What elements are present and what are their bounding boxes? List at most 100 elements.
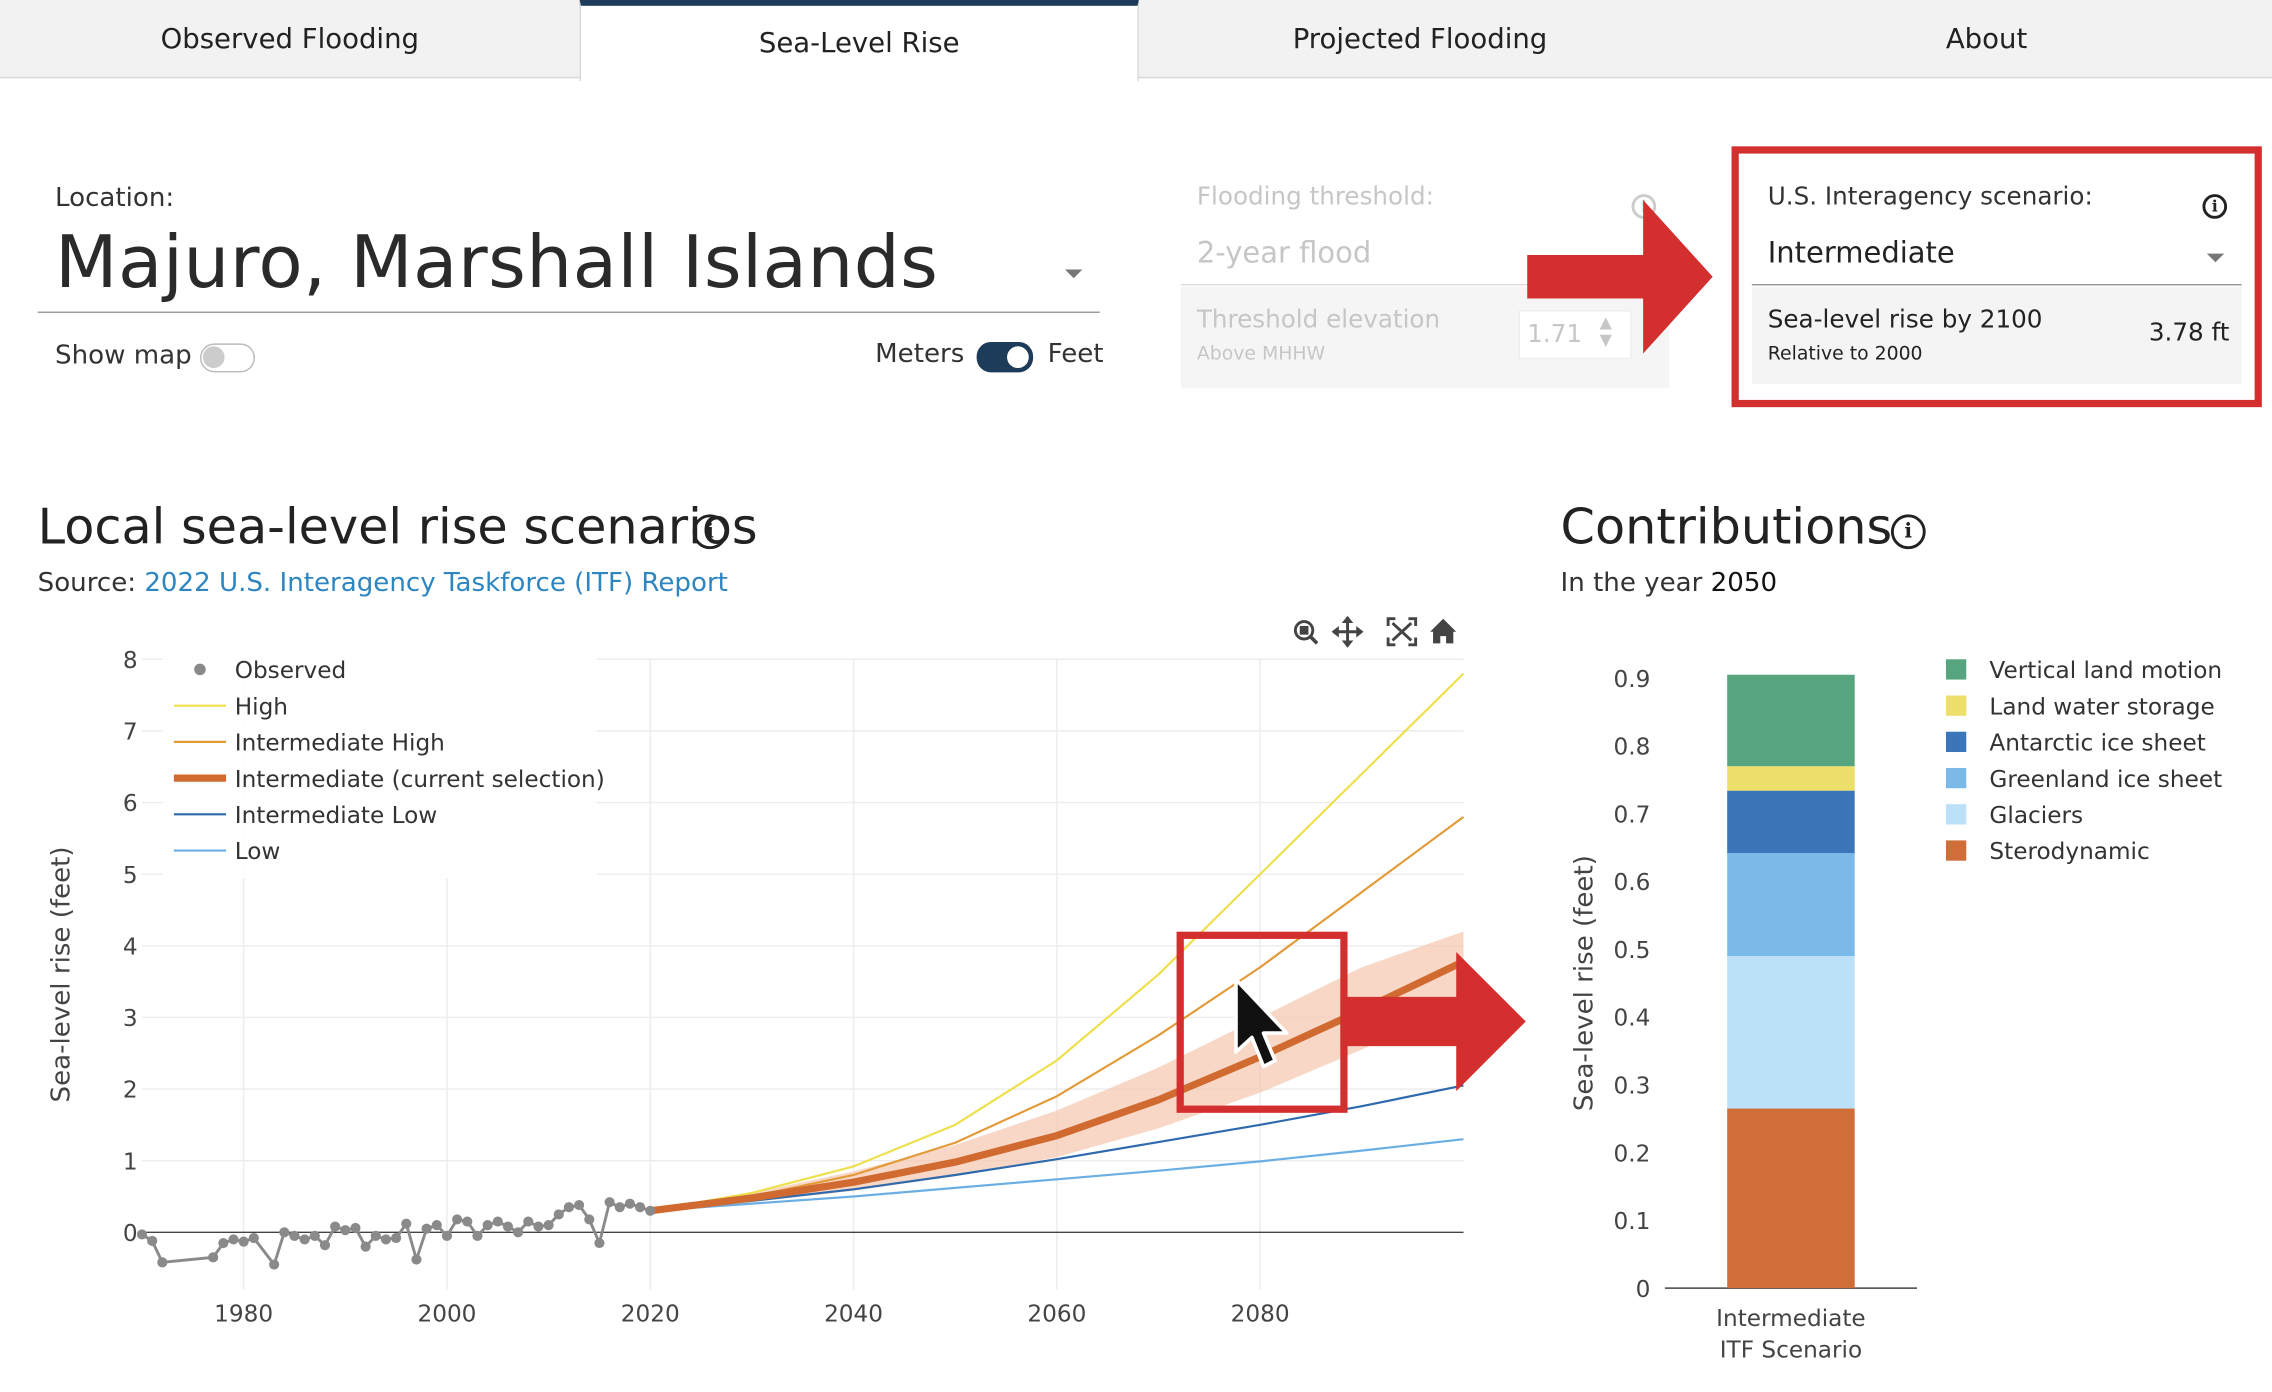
tab-observed-flooding[interactable]: Observed Flooding bbox=[0, 0, 580, 79]
info-icon[interactable]: i bbox=[692, 514, 728, 550]
info-icon[interactable]: i bbox=[1890, 514, 1926, 550]
observed-point bbox=[350, 1222, 361, 1234]
threshold-underline bbox=[1180, 284, 1670, 286]
scenario-label: U.S. Interagency scenario: bbox=[1767, 182, 2093, 212]
show-map-toggle[interactable] bbox=[199, 343, 256, 373]
threshold-elevation-value: 1.71 bbox=[1527, 320, 1583, 350]
observed-point bbox=[228, 1234, 239, 1245]
source-link[interactable]: 2022 U.S. Interagency Taskforce (ITF) Re… bbox=[144, 568, 728, 599]
observed-point bbox=[157, 1257, 168, 1268]
mouse-cursor-icon bbox=[1234, 977, 1289, 1069]
observed-point bbox=[624, 1198, 635, 1209]
bar-segment-glaciers bbox=[1727, 956, 1855, 1109]
y-tick-label: 0 bbox=[1636, 1276, 1651, 1303]
tab-label: Sea-Level Rise bbox=[758, 27, 960, 60]
slr-line-chart[interactable]: 1980 2000 2020 2040 2060 2080 0 1 2 3 4 5 6 7 8 Sea-lev… bbox=[0, 623, 1536, 1362]
y-tick-label: 4 bbox=[123, 933, 138, 960]
observed-point bbox=[492, 1216, 503, 1227]
contributions-year: In the year 2050 bbox=[1561, 568, 1777, 598]
observed-point bbox=[218, 1237, 229, 1249]
tab-bar: Observed Flooding Sea-Level Rise Project… bbox=[0, 0, 2272, 82]
observed-point bbox=[279, 1227, 290, 1238]
show-map-label: Show map bbox=[55, 340, 192, 371]
flooding-threshold-select[interactable]: 2-year flood bbox=[1196, 234, 1372, 270]
tab-label: Projected Flooding bbox=[1292, 22, 1548, 55]
bar-segment-greenland-ice-sheet bbox=[1727, 852, 1855, 957]
legend-swatch bbox=[1945, 767, 1967, 789]
series-line-high bbox=[650, 672, 1465, 1212]
threshold-elevation-label: Threshold elevation bbox=[1196, 305, 1441, 335]
observed-point bbox=[441, 1230, 453, 1241]
uncertainty-band bbox=[650, 931, 1464, 1213]
observed-point bbox=[208, 1252, 219, 1263]
year-prefix: In the year bbox=[1560, 568, 1711, 599]
x-category-label: Intermediate bbox=[1716, 1305, 1866, 1332]
y-tick-label: 8 bbox=[123, 647, 138, 674]
scenario-highlight-box bbox=[1731, 146, 2262, 408]
chevron-down-icon[interactable] bbox=[2206, 253, 2225, 263]
scenario-select[interactable]: Intermediate bbox=[1767, 234, 1955, 270]
y-tick-label: 1 bbox=[123, 1148, 138, 1175]
chevron-down-icon[interactable] bbox=[1065, 269, 1083, 279]
pan-icon[interactable] bbox=[1331, 615, 1364, 648]
zoom-icon[interactable] bbox=[1293, 620, 1319, 645]
legend-swatch bbox=[1945, 731, 1967, 753]
observed-point bbox=[563, 1202, 575, 1213]
info-icon[interactable]: i bbox=[2202, 194, 2228, 219]
home-icon[interactable] bbox=[1430, 618, 1457, 644]
x-tick-label: 1980 bbox=[214, 1300, 273, 1327]
slr-summary-value: 3.78 ft bbox=[2148, 318, 2230, 348]
observed-line bbox=[141, 1200, 651, 1268]
y-tick-label: 0.3 bbox=[1614, 1072, 1651, 1099]
scenario-underline bbox=[1751, 284, 2242, 286]
legend-label: Land water storage bbox=[1989, 693, 2214, 720]
meters-label[interactable]: Meters bbox=[875, 339, 965, 370]
threshold-elevation-input[interactable]: 1.71 ▲ ▼ bbox=[1518, 310, 1632, 360]
observed-point bbox=[380, 1234, 392, 1245]
autoscale-icon[interactable] bbox=[1386, 617, 1418, 647]
slr-summary-panel bbox=[1751, 286, 2242, 384]
slr-source: Source: 2022 U.S. Interagency Taskforce … bbox=[38, 568, 728, 598]
x-tick-label: 2020 bbox=[621, 1300, 680, 1327]
legend-label: Greenland ice sheet bbox=[1989, 766, 2222, 793]
observed-point bbox=[401, 1218, 412, 1229]
slr-chart-title: Local sea-level rise scenarios bbox=[37, 498, 758, 557]
observed-point bbox=[147, 1235, 158, 1246]
tab-about[interactable]: About bbox=[1701, 0, 2272, 79]
tab-sea-level-rise[interactable]: Sea-Level Rise bbox=[579, 0, 1139, 82]
y-tick-label: 0.2 bbox=[1614, 1140, 1651, 1167]
y-axis-label: Sea-level rise (feet) bbox=[47, 846, 77, 1102]
stepper-icon[interactable]: ▲ ▼ bbox=[1599, 312, 1612, 350]
location-select[interactable]: Majuro, Marshall Islands bbox=[55, 220, 939, 305]
observed-point bbox=[370, 1230, 381, 1241]
toggle-knob bbox=[202, 346, 225, 369]
observed-point bbox=[635, 1202, 646, 1213]
bar-segment-land-water-storage bbox=[1727, 766, 1855, 791]
series-line-low bbox=[650, 1138, 1464, 1212]
units-toggle[interactable] bbox=[976, 341, 1034, 373]
observed-point bbox=[299, 1234, 310, 1245]
y-tick-label: 2 bbox=[123, 1077, 138, 1104]
y-axis-label: Sea-level rise (feet) bbox=[1569, 855, 1599, 1111]
observed-point bbox=[269, 1259, 280, 1270]
location-underline bbox=[37, 311, 1100, 313]
observed-point bbox=[645, 1205, 656, 1216]
y-tick-label: 0 bbox=[123, 1220, 138, 1247]
x-tick-label: 2000 bbox=[417, 1300, 476, 1327]
observed-point bbox=[136, 1229, 148, 1240]
legend-swatch bbox=[1945, 659, 1967, 680]
bar-segment-sterodynamic bbox=[1727, 1108, 1855, 1289]
legend-label: Intermediate (current selection) bbox=[235, 766, 605, 793]
observed-point bbox=[319, 1240, 331, 1251]
contributions-bar-chart[interactable]: 0 0.1 0.2 0.3 0.4 0.5 0.6 0.7 0.8 0.9 Sea-level ri… bbox=[1558, 638, 2272, 1377]
y-tick-label: 7 bbox=[123, 719, 138, 746]
observed-point bbox=[248, 1232, 259, 1244]
legend-label: Sterodynamic bbox=[1989, 838, 2149, 865]
legend-swatch bbox=[1945, 804, 1967, 825]
tab-projected-flooding[interactable]: Projected Flooding bbox=[1138, 0, 1702, 79]
feet-label[interactable]: Feet bbox=[1047, 339, 1104, 370]
contributions-title: Contributions bbox=[1560, 498, 1893, 557]
observed-point bbox=[533, 1221, 544, 1232]
legend-label: Glaciers bbox=[1989, 802, 2083, 829]
slr-summary-sublabel: Relative to 2000 bbox=[1767, 343, 1923, 366]
